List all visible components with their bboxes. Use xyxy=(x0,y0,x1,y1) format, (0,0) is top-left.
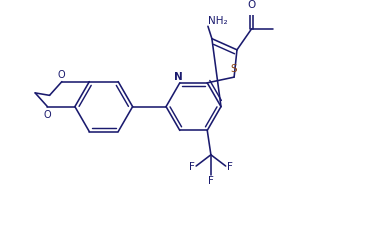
Text: F: F xyxy=(188,161,195,171)
Text: F: F xyxy=(208,175,214,185)
Text: F: F xyxy=(227,161,233,171)
Text: NH₂: NH₂ xyxy=(208,16,227,26)
Text: O: O xyxy=(43,110,51,120)
Text: S: S xyxy=(231,63,238,73)
Text: O: O xyxy=(58,69,65,79)
Text: N: N xyxy=(174,72,183,82)
Text: O: O xyxy=(247,0,256,10)
